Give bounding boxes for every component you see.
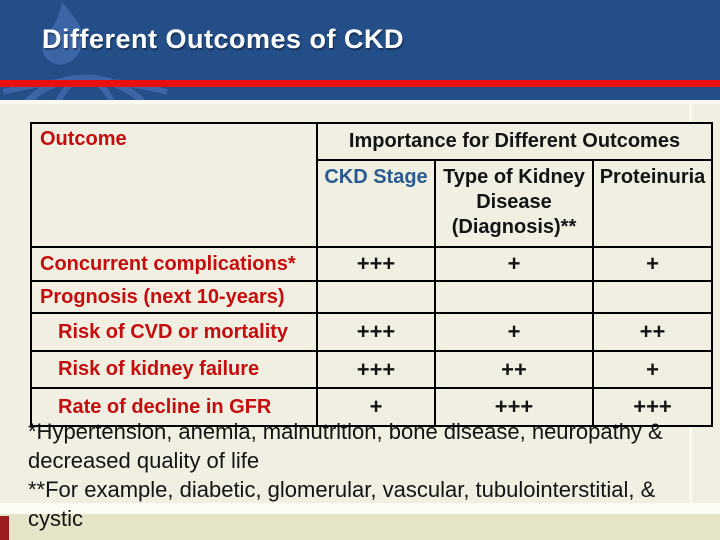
footnote-complications: *Hypertension, anemia, malnutrition, bon… xyxy=(28,419,663,473)
table-header-row: Outcome Importance for Different Outcome… xyxy=(30,122,713,248)
row-label-cell: Prognosis (next 10-years) xyxy=(30,280,318,314)
outcomes-table: Outcome Importance for Different Outcome… xyxy=(30,122,713,427)
span-header-cell: Importance for Different Outcomes xyxy=(316,122,713,161)
footnote-diagnosis-examples: **For example, diabetic, glomerular, vas… xyxy=(28,477,656,531)
table-row: Concurrent complications* +++ + + xyxy=(30,246,713,282)
table-row: Prognosis (next 10-years) xyxy=(30,280,713,314)
value-cell: +++ xyxy=(434,387,594,427)
table-row: Rate of decline in GFR + +++ +++ xyxy=(30,387,713,427)
bottom-left-red-mark xyxy=(0,516,9,540)
value-cell: + xyxy=(434,312,594,352)
value-cell: ++ xyxy=(434,350,594,389)
column-header-ckd-stage: CKD Stage xyxy=(316,159,436,248)
column-header-proteinuria: Proteinuria xyxy=(592,159,713,248)
value-cell xyxy=(592,280,713,314)
red-accent-line xyxy=(0,80,720,87)
column-header-kidney-disease-type: Type of Kidney Disease (Diagnosis)** xyxy=(434,159,594,248)
table-subheader-row: CKD Stage Type of Kidney Disease (Diagno… xyxy=(31,159,713,248)
value-cell: +++ xyxy=(316,350,436,389)
row-label-cell: Risk of kidney failure xyxy=(30,350,318,389)
table-row: Risk of CVD or mortality +++ + ++ xyxy=(30,312,713,352)
value-cell xyxy=(316,280,436,314)
slide-title: Different Outcomes of CKD xyxy=(42,24,405,54)
footer-khaki-band xyxy=(0,514,720,540)
row-label-cell: Risk of CVD or mortality xyxy=(30,312,318,352)
value-cell: +++ xyxy=(316,312,436,352)
value-cell: +++ xyxy=(592,387,713,427)
row-label-cell: Rate of decline in GFR xyxy=(30,387,318,427)
banner-separator xyxy=(0,100,720,104)
footnotes: *Hypertension, anemia, malnutrition, bon… xyxy=(28,417,698,533)
value-cell: + xyxy=(316,387,436,427)
value-cell xyxy=(434,280,594,314)
row-label-cell: Concurrent complications* xyxy=(30,246,318,282)
value-cell: + xyxy=(434,246,594,282)
value-cell: + xyxy=(592,246,713,282)
value-cell: +++ xyxy=(316,246,436,282)
header-banner: Different Outcomes of CKD xyxy=(0,0,720,100)
value-cell: + xyxy=(592,350,713,389)
corner-header-cell: Outcome xyxy=(30,122,318,248)
value-cell: ++ xyxy=(592,312,713,352)
table-row: Risk of kidney failure +++ ++ + xyxy=(30,350,713,389)
footer-white-band xyxy=(0,503,720,514)
